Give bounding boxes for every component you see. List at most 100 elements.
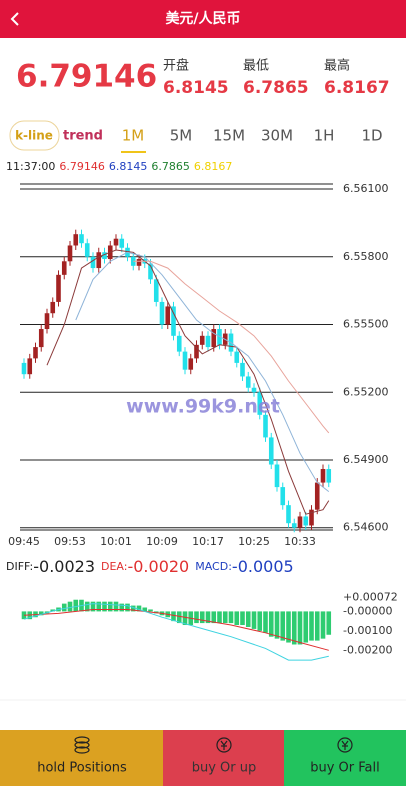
candle-body xyxy=(240,362,245,377)
macd-bar xyxy=(90,601,96,612)
candle-body xyxy=(199,335,205,345)
candle-body xyxy=(182,351,188,370)
macd-bar xyxy=(171,611,176,622)
candle-body xyxy=(130,256,136,266)
candle-body xyxy=(84,243,90,257)
candle-body xyxy=(102,252,107,260)
candle-body xyxy=(61,261,67,275)
y-tick-label: -0.00200 xyxy=(343,643,392,656)
macd-bar xyxy=(297,611,303,645)
x-tick-label: 10:09 xyxy=(146,535,178,548)
info-time: 11:37:00 xyxy=(6,160,55,173)
indicator-line xyxy=(46,249,330,515)
x-tick-label: 10:33 xyxy=(284,535,316,548)
indicator-line: DIFF:-0.0023 DEA:-0.0020 MACD:-0.0005 xyxy=(6,557,294,576)
info-low: 6.7865 xyxy=(151,160,190,173)
candle-body xyxy=(119,238,125,248)
x-tick-label: 09:53 xyxy=(54,535,86,548)
macd-bar xyxy=(286,611,291,643)
macd-bar xyxy=(142,607,148,612)
macd-label: MACD: xyxy=(195,560,232,573)
candle-body xyxy=(171,306,176,336)
tab[interactable]: 15M xyxy=(213,127,245,145)
macd-bar xyxy=(96,601,102,612)
macd-bar xyxy=(326,611,332,635)
macd-bar xyxy=(107,601,113,612)
y-tick-label: -0.00000 xyxy=(343,604,392,617)
macd-bar xyxy=(228,611,234,624)
candle-body xyxy=(326,469,332,483)
y-tick-label: 6.55200 xyxy=(343,385,389,398)
diff-value: -0.0023 xyxy=(33,557,95,576)
y-tick-label: 6.54600 xyxy=(343,521,389,534)
button-label[interactable]: hold Positions xyxy=(37,761,127,776)
candle-body xyxy=(96,252,102,269)
macd-bar xyxy=(274,611,280,639)
macd-bar xyxy=(245,611,251,627)
macd-bar xyxy=(194,611,199,624)
info-price: 6.79146 xyxy=(59,160,105,173)
y-tick-label: 6.54900 xyxy=(343,453,389,466)
button-label[interactable]: buy Or Fall xyxy=(310,761,380,776)
info-open: 6.8145 xyxy=(109,160,148,173)
macd-bar xyxy=(251,611,257,629)
button[interactable] xyxy=(284,730,406,786)
button[interactable] xyxy=(163,730,284,786)
candle-body xyxy=(159,301,165,325)
tab[interactable]: 1D xyxy=(361,127,382,145)
candle-body xyxy=(21,362,27,375)
candle-body xyxy=(291,523,297,528)
indicator-line xyxy=(23,603,329,661)
quote-value: 6.7865 xyxy=(243,78,309,98)
y-tick-label: -0.00100 xyxy=(343,624,392,637)
tab[interactable]: 30M xyxy=(261,127,293,145)
x-tick-label: 10:01 xyxy=(100,535,132,548)
watermark: www.99k9.net xyxy=(126,396,280,418)
candle-body xyxy=(303,516,309,526)
candle-body xyxy=(67,245,73,262)
header-bar xyxy=(0,0,406,38)
button-label[interactable]: buy Or up xyxy=(192,761,257,776)
button[interactable] xyxy=(0,730,163,786)
candle-body xyxy=(188,358,194,370)
candle-body xyxy=(251,387,257,393)
macd-bar xyxy=(130,605,136,612)
tab[interactable]: 1H xyxy=(314,127,335,145)
macd-bar xyxy=(291,611,297,645)
info-high: 6.8167 xyxy=(194,160,233,173)
quote-label: 最低 xyxy=(243,59,269,74)
candle-body xyxy=(38,329,44,348)
tab[interactable]: 1M xyxy=(122,127,145,145)
macd-bar xyxy=(234,611,240,626)
candle-body xyxy=(73,234,79,246)
candle-body xyxy=(27,358,33,375)
candle-body xyxy=(194,344,199,359)
candle-body xyxy=(44,313,50,330)
macd-bar xyxy=(217,611,222,624)
candle-body xyxy=(211,329,217,348)
macd-bar xyxy=(148,609,153,612)
candle-body xyxy=(136,259,142,266)
candle-body xyxy=(205,335,211,348)
price: 6.79146 xyxy=(16,59,157,95)
tab[interactable]: trend xyxy=(63,129,103,144)
candle-body xyxy=(113,238,119,246)
candle-body xyxy=(263,414,268,438)
tab[interactable]: 5M xyxy=(170,127,193,145)
tab[interactable]: k-line xyxy=(15,129,53,143)
macd-bar xyxy=(240,611,245,626)
title: 美元/人民币 xyxy=(165,10,240,27)
candle-body xyxy=(50,301,56,314)
candle-body xyxy=(56,274,61,302)
candle-body xyxy=(176,335,182,352)
macd-bar xyxy=(303,611,309,643)
indicator-line xyxy=(133,260,330,434)
candle-body xyxy=(320,469,326,483)
macd-bar xyxy=(50,609,56,612)
macd-bar xyxy=(73,599,79,612)
macd-bar xyxy=(268,611,274,637)
back-button[interactable] xyxy=(10,12,19,26)
macd-bar xyxy=(199,611,205,624)
candle-body xyxy=(268,437,274,465)
